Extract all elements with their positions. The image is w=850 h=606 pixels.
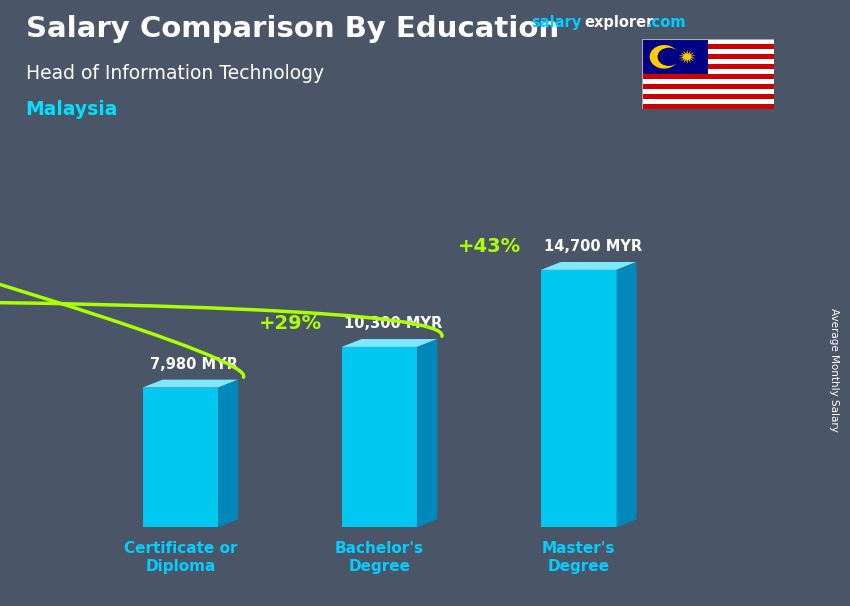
Bar: [642, 64, 774, 69]
Polygon shape: [143, 387, 218, 527]
Text: +29%: +29%: [258, 314, 321, 333]
Bar: [642, 69, 774, 75]
Polygon shape: [541, 270, 616, 527]
Bar: [642, 75, 774, 79]
Bar: [642, 99, 774, 104]
Text: explorer: explorer: [585, 15, 654, 30]
Bar: [642, 44, 774, 49]
Polygon shape: [417, 339, 438, 527]
Bar: [642, 94, 774, 99]
Text: +43%: +43%: [457, 236, 521, 256]
Bar: [642, 104, 774, 109]
Bar: [642, 55, 774, 59]
Text: .com: .com: [646, 15, 685, 30]
Text: Head of Information Technology: Head of Information Technology: [26, 64, 324, 82]
Text: 7,980 MYR: 7,980 MYR: [150, 357, 238, 371]
Text: Malaysia: Malaysia: [26, 100, 118, 119]
Bar: [642, 39, 707, 75]
Text: 10,300 MYR: 10,300 MYR: [344, 316, 443, 331]
Polygon shape: [342, 339, 438, 347]
Circle shape: [658, 48, 680, 66]
Bar: [642, 79, 774, 84]
Text: Salary Comparison By Education: Salary Comparison By Education: [26, 15, 558, 43]
Polygon shape: [143, 379, 238, 387]
Bar: [642, 84, 774, 89]
Polygon shape: [616, 262, 637, 527]
Polygon shape: [541, 262, 637, 270]
Text: 14,700 MYR: 14,700 MYR: [544, 239, 642, 254]
Bar: [642, 59, 774, 64]
Text: salary: salary: [531, 15, 581, 30]
Bar: [642, 89, 774, 94]
Bar: [642, 39, 774, 44]
Bar: [642, 49, 774, 55]
Wedge shape: [649, 45, 678, 68]
Polygon shape: [218, 379, 238, 527]
Text: Average Monthly Salary: Average Monthly Salary: [829, 308, 839, 431]
Polygon shape: [678, 50, 696, 64]
Polygon shape: [342, 347, 417, 527]
